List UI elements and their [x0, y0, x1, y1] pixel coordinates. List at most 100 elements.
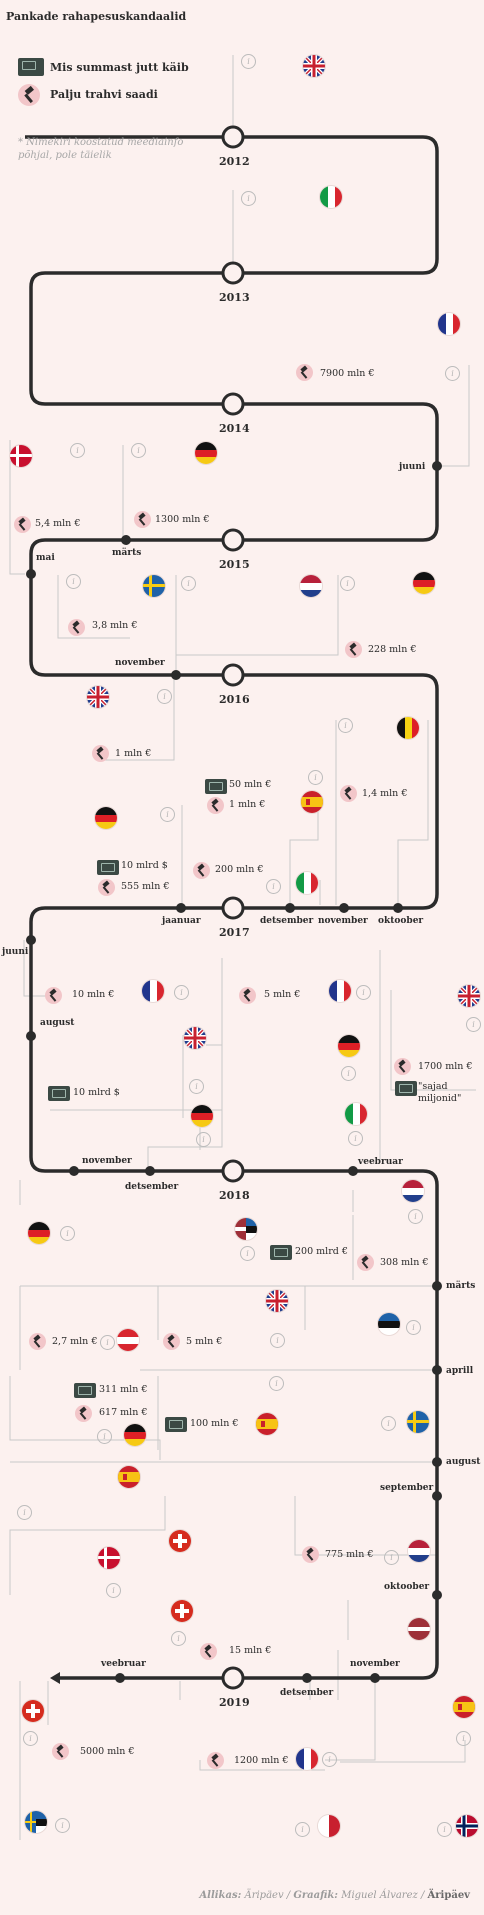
- legend-fine-label: Palju trahvi saadi: [50, 88, 158, 101]
- banknote-icon: [18, 58, 44, 76]
- flag-sweden-icon: [143, 575, 165, 597]
- flag-germany-icon: [338, 1035, 360, 1057]
- info-icon[interactable]: i: [266, 879, 281, 894]
- gavel-icon: [45, 987, 62, 1004]
- month-label: detsember: [260, 916, 314, 926]
- month-label: august: [446, 1457, 481, 1467]
- gavel-icon: [75, 1405, 92, 1422]
- info-icon[interactable]: i: [356, 985, 371, 1000]
- info-icon[interactable]: i: [66, 574, 81, 589]
- info-icon[interactable]: i: [55, 1818, 70, 1833]
- fine-amount: 1300 mln €: [155, 514, 210, 525]
- info-icon[interactable]: i: [241, 191, 256, 206]
- flag-switzerland-icon: [169, 1530, 191, 1552]
- flag-latvia-icon: [408, 1618, 430, 1640]
- year-label: 2018: [219, 1189, 250, 1202]
- info-icon[interactable]: i: [322, 1752, 337, 1767]
- year-label: 2013: [219, 291, 250, 304]
- fine-amount: 200 mln €: [215, 864, 264, 875]
- amount-total: "sajad miljonid": [418, 1081, 462, 1104]
- flag-italy-icon: [345, 1103, 367, 1125]
- info-icon[interactable]: i: [269, 1376, 284, 1391]
- info-icon[interactable]: i: [17, 1505, 32, 1520]
- gavel-icon: [68, 619, 85, 636]
- info-icon[interactable]: i: [295, 1822, 310, 1837]
- year-label: 2015: [219, 558, 250, 571]
- gavel-icon: [207, 797, 224, 814]
- timeline-path: [25, 135, 439, 1680]
- info-icon[interactable]: i: [60, 1226, 75, 1241]
- info-icon[interactable]: i: [174, 985, 189, 1000]
- info-icon[interactable]: i: [70, 443, 85, 458]
- info-icon[interactable]: i: [160, 807, 175, 822]
- month-label: detsember: [125, 1182, 179, 1192]
- fine-amount: 15 mln €: [229, 1645, 272, 1656]
- info-icon[interactable]: i: [341, 1066, 356, 1081]
- info-icon[interactable]: i: [437, 1822, 452, 1837]
- amount-total: 200 mlrd €: [295, 1246, 348, 1257]
- info-icon[interactable]: i: [456, 1731, 471, 1746]
- info-icon[interactable]: i: [171, 1631, 186, 1646]
- info-icon[interactable]: i: [196, 1132, 211, 1147]
- fine-amount: 5000 mln €: [80, 1746, 135, 1757]
- info-icon[interactable]: i: [131, 443, 146, 458]
- info-icon[interactable]: i: [100, 1335, 115, 1350]
- footnote: * Nimekiri koostatud meediainfo põhjal, …: [18, 137, 184, 161]
- gavel-icon: [163, 1333, 180, 1350]
- source-credit: Allikas: Äripäev / Graafik: Miguel Álvar…: [199, 1890, 470, 1901]
- fine-amount: 2,7 mln €: [52, 1336, 98, 1347]
- gavel-icon: [296, 364, 313, 381]
- amount-total: 10 mlrd $: [121, 860, 168, 871]
- info-icon[interactable]: i: [97, 1429, 112, 1444]
- info-icon[interactable]: i: [348, 1131, 363, 1146]
- flag-france-icon: [296, 1748, 318, 1770]
- fine-amount: 1 mln €: [229, 799, 266, 810]
- info-icon[interactable]: i: [381, 1416, 396, 1431]
- year-label: 2017: [219, 926, 250, 939]
- info-icon[interactable]: i: [23, 1731, 38, 1746]
- flag-germany-icon: [195, 442, 217, 464]
- flag-spain-icon: [301, 791, 323, 813]
- month-label: november: [350, 1659, 400, 1669]
- banknote-icon: [395, 1081, 417, 1096]
- gavel-icon: [207, 1752, 224, 1769]
- year-label: 2016: [219, 693, 250, 706]
- flag-france-icon: [329, 980, 351, 1002]
- banknote-icon: [97, 860, 119, 875]
- info-icon[interactable]: i: [408, 1209, 423, 1224]
- amount-total: 311 mln €: [99, 1384, 148, 1395]
- info-icon[interactable]: i: [445, 366, 460, 381]
- info-icon[interactable]: i: [466, 1017, 481, 1032]
- info-icon[interactable]: i: [384, 1550, 399, 1565]
- info-icon[interactable]: i: [181, 576, 196, 591]
- month-label: veebruar: [358, 1157, 403, 1167]
- flag-germany-icon: [124, 1424, 146, 1446]
- flag-austria-icon: [117, 1329, 139, 1351]
- gavel-icon: [200, 1643, 217, 1660]
- brand-logo: Äripäev: [427, 1890, 470, 1901]
- month-label: november: [115, 658, 165, 668]
- info-icon[interactable]: i: [189, 1079, 204, 1094]
- info-icon[interactable]: i: [241, 54, 256, 69]
- gavel-icon: [340, 785, 357, 802]
- info-icon[interactable]: i: [340, 576, 355, 591]
- flag-uk-icon: [87, 686, 109, 708]
- info-icon[interactable]: i: [270, 1333, 285, 1348]
- info-icon[interactable]: i: [157, 689, 172, 704]
- gavel-icon: [98, 879, 115, 896]
- info-icon[interactable]: i: [106, 1583, 121, 1598]
- flag-uk-icon: [458, 985, 480, 1007]
- fine-amount: 228 mln €: [368, 644, 417, 655]
- flag-germany-icon: [95, 807, 117, 829]
- banknote-icon: [165, 1417, 187, 1432]
- flag-switzerland-icon: [171, 1600, 193, 1622]
- info-icon[interactable]: i: [406, 1320, 421, 1335]
- banknote-icon: [48, 1086, 70, 1101]
- info-icon[interactable]: i: [240, 1246, 255, 1261]
- flag-denmark-icon: [98, 1547, 120, 1569]
- info-icon[interactable]: i: [308, 770, 323, 785]
- flag-switzerland-icon: [22, 1700, 44, 1722]
- gavel-icon: [394, 1058, 411, 1075]
- info-icon[interactable]: i: [338, 718, 353, 733]
- flag-spain-icon: [118, 1466, 140, 1488]
